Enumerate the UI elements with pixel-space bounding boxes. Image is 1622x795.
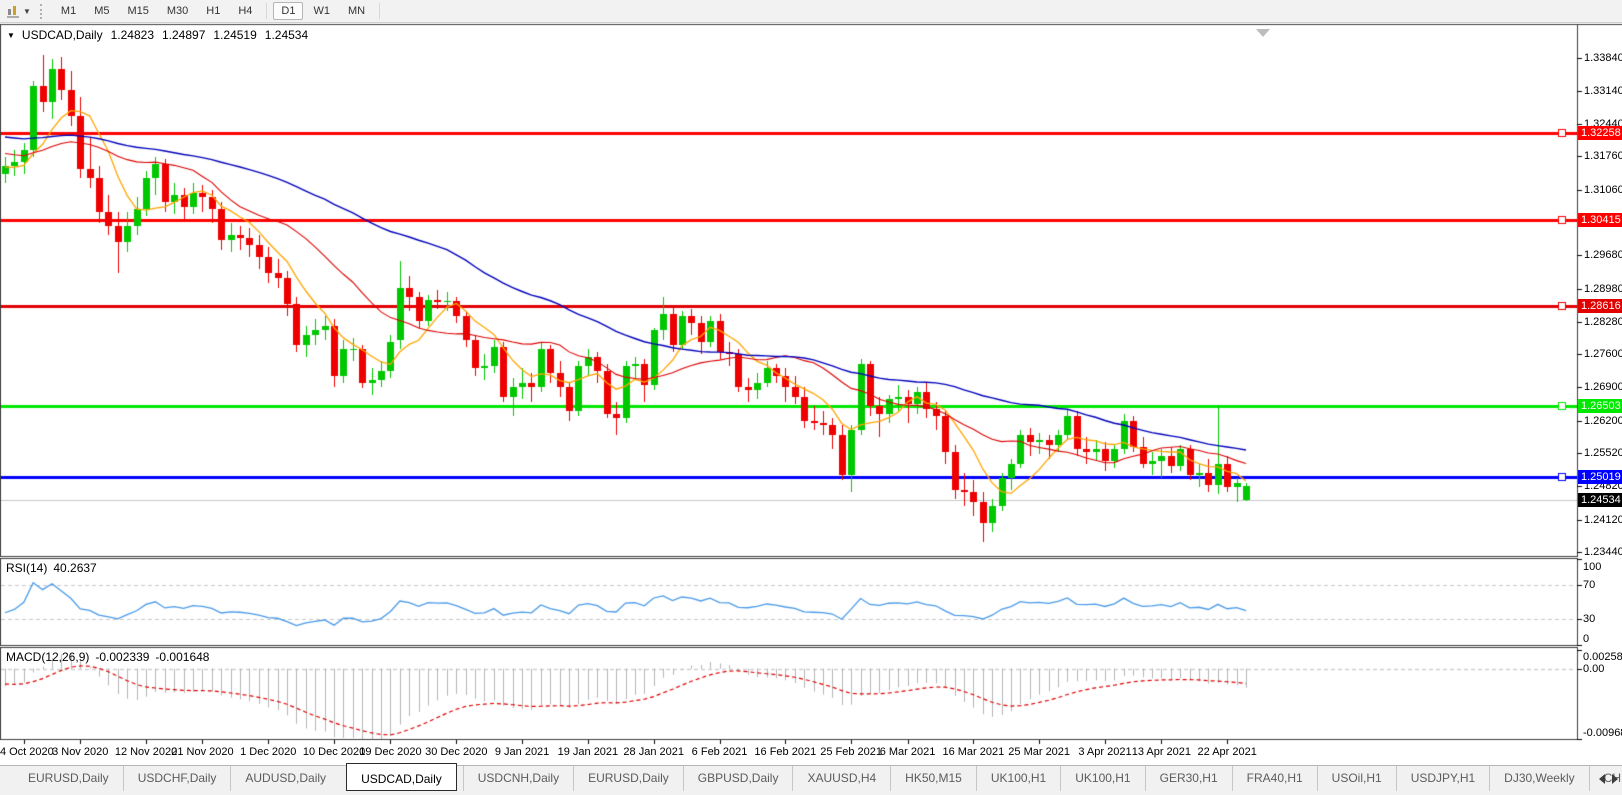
tab-hk50-m15[interactable]: HK50,M15 <box>890 766 976 791</box>
date-tick-label: 21 Nov 2020 <box>171 746 234 758</box>
date-tick-label: 30 Dec 2020 <box>425 746 488 758</box>
price-level-badge: 1.28616 <box>1578 298 1622 313</box>
rsi-tick-label: 0 <box>1583 633 1590 645</box>
date-tick-label: 25 Feb 2021 <box>820 746 883 758</box>
price-tick-label: 1.28980 <box>1584 282 1622 295</box>
price-tick-label: 1.24120 <box>1584 513 1622 526</box>
rsi-tick-label: 30 <box>1583 613 1596 626</box>
quote-open: 1.24823 <box>110 28 154 42</box>
date-tick-label: 22 Apr 2021 <box>1197 746 1257 758</box>
macd-tick-label: 0.00 <box>1583 662 1605 675</box>
quote-low: 1.24519 <box>213 28 257 42</box>
price-tick-label: 1.33840 <box>1584 51 1622 64</box>
tab-eurusd-daily[interactable]: EURUSD,Daily <box>28 771 109 785</box>
symbol-tabs: EURUSD,Daily USDCHF,Daily AUDUSD,Daily USDC… <box>0 763 1622 791</box>
rsi-value: 40.2637 <box>53 561 97 575</box>
price-level-badge: 1.26503 <box>1578 399 1622 414</box>
price-tick-label: 1.33140 <box>1584 84 1622 97</box>
date-tick-label: 6 Feb 2021 <box>691 746 748 758</box>
tab-audusd-daily[interactable]: AUDUSD,Daily <box>230 766 340 791</box>
chart-shift-marker-icon[interactable] <box>1256 29 1270 37</box>
tab-scroll-arrows <box>1599 774 1618 784</box>
symbol-tab-bar: EURUSD,Daily USDCHF,Daily AUDUSD,Daily USDC… <box>0 763 1622 795</box>
macd-signal-value: -0.001648 <box>155 650 210 664</box>
date-tick-label: 10 Dec 2020 <box>302 746 366 758</box>
tab-fra40-h1[interactable]: FRA40,H1 <box>1231 766 1317 791</box>
tab-eurusd-daily[interactable]: EURUSD,Daily <box>573 766 683 791</box>
date-tick-label: 6 Mar 2021 <box>879 746 936 758</box>
tab-scroll-right-icon[interactable] <box>1612 774 1618 784</box>
date-tick-label: 19 Jan 2021 <box>557 746 619 758</box>
tab-dj30-weekly[interactable]: DJ30,Weekly <box>1489 766 1588 791</box>
date-tick-label: 3 Nov 2020 <box>52 746 109 758</box>
quote-close: 1.24534 <box>264 28 309 42</box>
price-tick-label: 1.31760 <box>1584 150 1622 163</box>
price-level-badge: 1.32258 <box>1578 125 1622 140</box>
chart-title: ▼ USDCAD,Daily 1.24823 1.24897 1.24519 1… <box>7 28 308 42</box>
rsi-tick-label: 100 <box>1583 561 1602 573</box>
date-tick-label: 24 Oct 2020 <box>0 746 54 758</box>
date-tick-label: 16 Mar 2021 <box>942 746 1005 758</box>
price-tick-label: 1.31060 <box>1584 183 1622 196</box>
macd-label: MACD(12,26,9) -0.002339 -0.001648 <box>6 650 209 664</box>
date-tick-label: 19 Dec 2020 <box>359 746 422 758</box>
date-tick-label: 25 Mar 2021 <box>1008 746 1071 758</box>
rsi-indicator-name: RSI(14) <box>6 561 48 575</box>
price-tick-label: 1.26900 <box>1584 381 1622 394</box>
tab-usdchf-daily[interactable]: USDCHF,Daily <box>122 766 231 791</box>
tab-usdjpy-h1[interactable]: USDJPY,H1 <box>1395 766 1489 791</box>
tab-uk100-h1[interactable]: UK100,H1 <box>1060 766 1144 791</box>
price-level-badge: 1.30415 <box>1578 213 1622 228</box>
tab-usdcad-daily-active[interactable]: USDCAD,Daily <box>346 763 457 791</box>
macd-indicator-name: MACD(12,26,9) <box>6 650 90 664</box>
tab-gbpusd-daily[interactable]: GBPUSD,Daily <box>682 766 793 791</box>
rsi-tick-label: 70 <box>1583 578 1596 591</box>
macd-tick-label: 0.00258 <box>1583 651 1622 663</box>
date-tick-label: 9 Jan 2021 <box>494 746 550 758</box>
quote-high: 1.24897 <box>162 28 206 42</box>
price-tick-label: 1.29680 <box>1584 249 1622 262</box>
tab-scroll-left-icon[interactable] <box>1599 774 1605 784</box>
date-tick-label: 13 Apr 2021 <box>1131 746 1192 758</box>
tab-ger30-h1[interactable]: GER30,H1 <box>1144 766 1232 791</box>
symbol-menu-caret-icon[interactable]: ▼ <box>7 30 15 40</box>
price-level-badge: 1.25019 <box>1578 469 1622 484</box>
price-tick-label: 1.27600 <box>1584 348 1622 361</box>
current-price-badge: 1.24534 <box>1578 492 1622 507</box>
date-tick-label: 12 Nov 2020 <box>114 746 178 758</box>
date-tick-label: 3 Apr 2021 <box>1078 746 1132 758</box>
price-tick-label: 1.28280 <box>1584 315 1622 328</box>
price-tick-label: 1.25520 <box>1584 447 1622 460</box>
macd-tick-label: -0.009687 <box>1583 727 1622 739</box>
date-tick-label: 28 Jan 2021 <box>623 746 684 758</box>
price-tick-label: 1.26200 <box>1584 414 1622 427</box>
price-tick-label: 1.23440 <box>1584 545 1622 558</box>
symbol-label: USDCAD,Daily <box>21 28 103 42</box>
tab-usoil-h1[interactable]: USOil,H1 <box>1316 766 1396 791</box>
tab-usdcnh-daily[interactable]: USDCNH,Daily <box>462 766 573 791</box>
rsi-label: RSI(14) 40.2637 <box>6 561 97 575</box>
date-tick-label: 1 Dec 2020 <box>240 746 297 758</box>
macd-main-value: -0.002339 <box>95 650 150 664</box>
date-tick-label: 16 Feb 2021 <box>754 746 817 758</box>
tab-uk100-h1[interactable]: UK100,H1 <box>975 766 1060 791</box>
tab-xauusd-h4[interactable]: XAUUSD,H4 <box>792 766 890 791</box>
